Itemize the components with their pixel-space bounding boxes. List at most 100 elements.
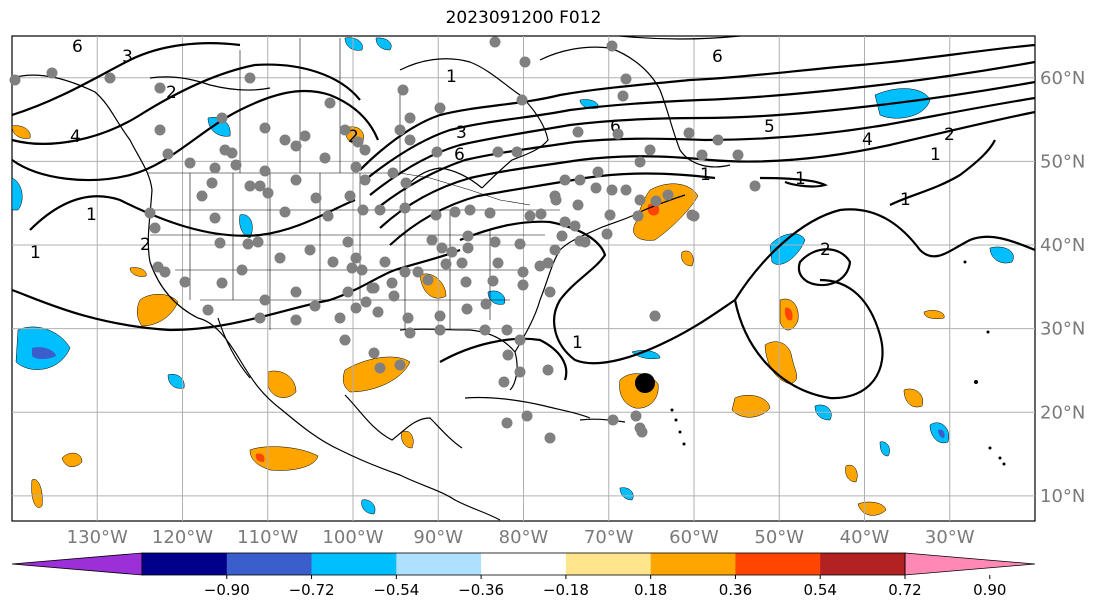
station-marker	[214, 237, 226, 249]
contour-label-2: 2	[820, 240, 831, 260]
positive-anomaly-area	[731, 395, 771, 418]
colorbar-tick-label: −0.18	[543, 581, 589, 599]
negative-anomaly-area	[32, 347, 56, 359]
longitude-label: 30°W	[925, 527, 975, 548]
station-marker	[244, 180, 256, 192]
station-marker	[601, 228, 613, 240]
station-marker	[196, 190, 208, 202]
station-marker	[290, 174, 302, 186]
contour-label-3: 3	[122, 47, 133, 67]
contour-label-1: 1	[900, 190, 911, 210]
coastline	[344, 394, 463, 449]
station-marker	[514, 366, 526, 378]
contour-line	[379, 110, 1036, 229]
negative-anomaly-area	[487, 290, 506, 305]
contour-line	[364, 60, 1036, 181]
station-marker	[274, 252, 286, 264]
station-marker	[259, 294, 271, 306]
station-marker	[519, 56, 531, 68]
colorbar-tick-label: −0.72	[289, 581, 335, 599]
station-marker	[254, 180, 266, 192]
station-marker	[154, 82, 166, 94]
colorbar-tick-label: −0.54	[373, 581, 419, 599]
negative-anomaly-area	[619, 487, 634, 501]
station-marker	[374, 204, 386, 216]
station-marker	[209, 212, 221, 224]
colorbar-tick-label: 0.72	[888, 581, 921, 599]
island	[988, 446, 992, 450]
colorbar-segment	[650, 553, 736, 575]
station-marker	[179, 276, 191, 288]
positive-anomaly-area	[11, 125, 31, 139]
station-marker	[359, 144, 371, 156]
station-marker	[501, 417, 513, 429]
contour-labels: 6 3 2 4 1 1 2 1 2 3 6 6 6 5 4 2 1 1 1 1 …	[30, 37, 955, 353]
contour-line	[733, 278, 884, 400]
negative-anomaly-area	[167, 374, 185, 389]
station-marker	[696, 149, 708, 161]
contour-line	[11, 42, 241, 117]
station-marker	[46, 67, 58, 79]
station-marker	[617, 90, 629, 102]
station-marker	[498, 376, 510, 388]
station-marker	[350, 302, 362, 314]
positive-anomaly-area	[249, 446, 319, 471]
station-marker	[662, 189, 674, 201]
station-marker	[339, 334, 351, 346]
station-marker	[607, 414, 619, 426]
station-marker	[149, 222, 161, 234]
station-marker	[386, 277, 398, 289]
contour-label-1: 1	[86, 205, 97, 225]
colorbar-extend-high	[904, 552, 1036, 576]
station-marker	[590, 182, 602, 194]
contour-label-6: 6	[72, 37, 83, 57]
station-marker	[502, 349, 514, 361]
station-marker	[399, 266, 411, 278]
station-marker	[683, 127, 695, 139]
station-marker	[9, 74, 21, 86]
station-marker	[461, 303, 473, 315]
storm-center-marker	[635, 373, 655, 393]
negative-anomaly-area	[631, 350, 661, 359]
longitude-label: 90°W	[413, 527, 463, 548]
island	[678, 430, 682, 434]
latitude-label: 40°N	[1040, 235, 1085, 256]
station-marker	[334, 312, 346, 324]
colorbar-tick-label: −0.90	[204, 581, 250, 599]
station-marker	[431, 146, 443, 158]
colorbar-segment	[226, 553, 313, 575]
station-marker	[324, 97, 336, 109]
latitude-label: 20°N	[1040, 402, 1085, 423]
station-marker	[404, 134, 416, 146]
station-marker	[456, 257, 468, 269]
negative-anomaly-area	[361, 499, 376, 515]
station-marker	[209, 162, 221, 174]
station-marker	[544, 286, 556, 298]
colorbar-segment	[820, 553, 906, 575]
positive-anomaly-area	[61, 452, 83, 467]
colorbar-segment	[565, 553, 652, 575]
station-marker	[489, 36, 501, 48]
station-marker	[259, 165, 271, 177]
station-marker	[612, 128, 624, 140]
station-marker	[154, 124, 166, 136]
station-marker	[517, 266, 529, 278]
station-marker	[480, 298, 492, 310]
colorbar-segment	[396, 553, 482, 575]
station-marker	[501, 324, 513, 336]
coastline	[464, 396, 591, 419]
island	[974, 380, 978, 384]
colorbar-segment	[142, 553, 228, 575]
longitude-label: 120°W	[152, 527, 213, 548]
contour-label-1: 1	[572, 333, 583, 353]
station-marker	[404, 327, 416, 339]
contour-line	[11, 63, 361, 145]
station-marker	[400, 177, 412, 189]
station-marker	[184, 157, 196, 169]
coastline	[579, 418, 626, 423]
station-marker	[359, 174, 371, 186]
station-marker	[484, 207, 496, 219]
contour-label-1: 1	[700, 165, 711, 185]
station-marker	[368, 282, 380, 294]
station-marker	[399, 202, 411, 214]
